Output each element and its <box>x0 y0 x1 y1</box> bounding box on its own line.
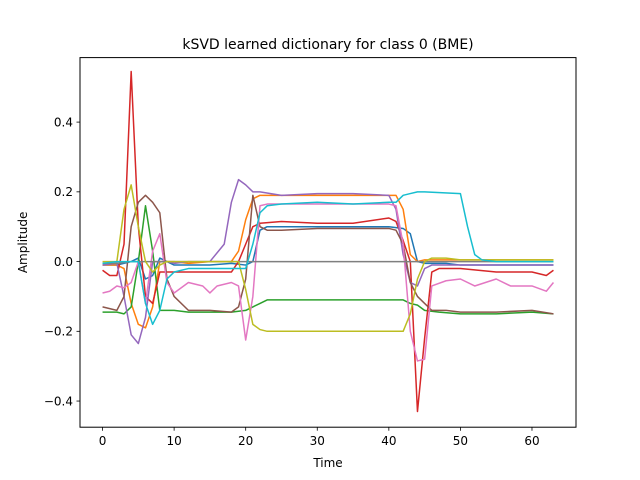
series-line-8 <box>102 184 554 333</box>
x-tick-label-0: 0 <box>99 434 107 448</box>
y-axis: −0.4 −0.2 0.0 0.2 0.4 <box>44 115 80 408</box>
chart-title: kSVD learned dictionary for class 0 (BME… <box>182 37 473 53</box>
x-tick-label-3: 30 <box>310 434 325 448</box>
x-tick-label-5: 50 <box>453 434 468 448</box>
y-tick-label-0: −0.4 <box>44 394 73 408</box>
y-tick-label-3: 0.2 <box>54 185 73 199</box>
plot-frame <box>79 57 577 428</box>
y-axis-label: Amplitude <box>16 212 30 274</box>
y-tick-label-4: 0.4 <box>54 115 73 129</box>
x-tick-label-2: 20 <box>238 434 253 448</box>
x-axis: 0 10 20 30 40 50 60 <box>99 427 540 448</box>
x-tick-label-1: 10 <box>166 434 181 448</box>
y-tick-label-2: 0.0 <box>54 255 73 269</box>
series-line-6 <box>102 203 555 362</box>
x-tick-label-4: 40 <box>381 434 396 448</box>
x-tick-label-6: 60 <box>524 434 539 448</box>
x-axis-label: Time <box>312 456 342 470</box>
series-line-7 <box>102 260 554 265</box>
y-tick-label-1: −0.2 <box>44 325 73 339</box>
series-group <box>102 70 555 413</box>
series-line-4 <box>102 178 554 345</box>
series-line-9 <box>102 191 554 326</box>
